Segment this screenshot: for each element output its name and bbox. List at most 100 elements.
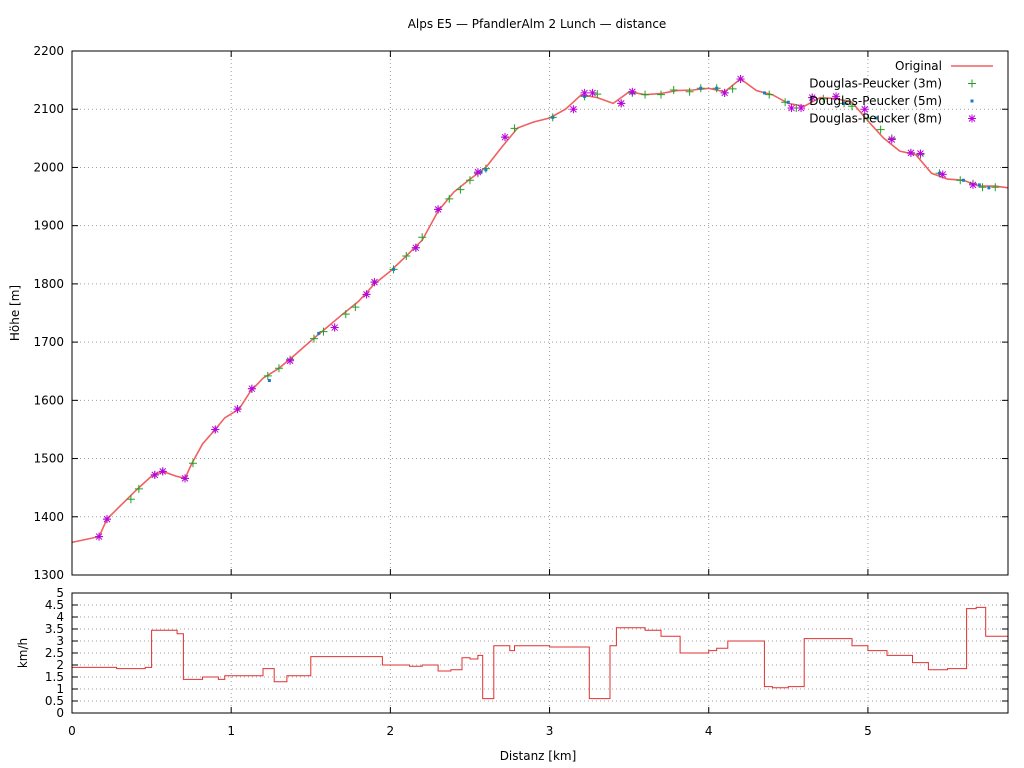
speed-y-tick-label: 2 xyxy=(56,658,64,672)
elevation-y-tick-label: 2200 xyxy=(33,44,64,58)
speed-y-tick-label: 5 xyxy=(56,586,64,600)
elevation-panel: 1300 1400 1500 1600 1700 1800 1900 2000 2100 2200… xyxy=(8,44,1009,582)
elevation-y-tick-label: 1600 xyxy=(33,393,64,407)
dp3-point xyxy=(351,303,360,312)
speed-step-line xyxy=(72,606,1009,713)
dp3-point xyxy=(445,194,454,203)
legend-entry-label: Douglas-Peucker (3m) xyxy=(809,77,942,91)
dp3-point xyxy=(641,90,650,99)
dp3-point xyxy=(126,495,135,504)
dp8-point xyxy=(95,532,104,541)
speed-panel: 00.511.522.533.544.550 1 2 3 4 5 km/h Distanz… xyxy=(16,586,1009,763)
dp3-point xyxy=(968,79,976,88)
dp3-point xyxy=(134,484,143,493)
speed-axis-ticks: 00.511.522.533.544.550 1 2 3 4 5 xyxy=(45,586,1008,738)
x-tick-label: 2 xyxy=(387,724,395,738)
dp3-point xyxy=(341,310,350,319)
dp5-point xyxy=(267,379,271,383)
dp8-point xyxy=(330,323,339,332)
x-tick-label: 3 xyxy=(546,724,554,738)
x-tick-label: 5 xyxy=(864,724,872,738)
dp8-point xyxy=(968,180,977,189)
dp8-point xyxy=(150,470,159,479)
dp5-point xyxy=(961,178,965,182)
dp8-point xyxy=(362,290,371,299)
speed-y-tick-label: 0.5 xyxy=(45,694,64,708)
speed-y-tick-label: 1 xyxy=(56,682,64,696)
dp3-point xyxy=(510,124,519,133)
dp3-point xyxy=(188,459,197,468)
dp3-point xyxy=(863,113,872,122)
dp5-point xyxy=(699,86,703,90)
dp3-point xyxy=(465,176,474,185)
elevation-y-tick-label: 1900 xyxy=(33,219,64,233)
speed-y-tick-label: 0 xyxy=(56,706,64,720)
dp3-point xyxy=(263,371,272,380)
dp8-point xyxy=(968,114,976,123)
dp8-point xyxy=(617,99,626,108)
dp8-point xyxy=(370,278,379,287)
dp5-point xyxy=(715,86,719,90)
dp5-point xyxy=(970,99,974,103)
dp3-point xyxy=(848,102,856,111)
speed-series-layer xyxy=(72,606,1009,713)
dp5-point xyxy=(842,101,846,105)
speed-y-tick-label: 1.5 xyxy=(45,670,64,684)
dp8-point xyxy=(720,88,729,97)
dp5-point xyxy=(938,171,942,175)
dp3-point xyxy=(456,185,465,194)
dp8-point xyxy=(181,474,190,483)
elevation-y-tick-label: 1300 xyxy=(33,568,64,582)
elevation-line-original xyxy=(71,77,1009,544)
series-star-markers xyxy=(95,74,977,541)
speed-y-axis-label: km/h xyxy=(16,638,30,668)
elevation-plot-frame xyxy=(71,50,1009,576)
dp8-point xyxy=(569,105,578,114)
speed-y-tick-label: 3.5 xyxy=(45,622,64,636)
dp8-point xyxy=(411,243,420,252)
dp5-point xyxy=(786,100,790,104)
dp8-point xyxy=(211,425,220,434)
dp5-point xyxy=(977,183,981,187)
dp3-point xyxy=(991,183,1000,192)
dp8-point xyxy=(736,74,745,83)
speed-grid xyxy=(72,593,1008,713)
dp3-point xyxy=(819,94,828,103)
dp5-point xyxy=(484,168,488,172)
dp3-point xyxy=(402,251,411,260)
speed-y-tick-label: 4 xyxy=(56,610,64,624)
x-tick-label: 0 xyxy=(68,724,76,738)
dp8-point xyxy=(832,92,841,101)
dp8-point xyxy=(580,88,589,97)
x-axis-label: Distanz [km] xyxy=(500,749,577,763)
dp8-point xyxy=(434,205,443,214)
legend-entry-label: Original xyxy=(895,59,942,73)
dp3-point xyxy=(274,364,283,373)
dp5-point xyxy=(874,116,878,120)
x-tick-label: 4 xyxy=(705,724,713,738)
dp8-point xyxy=(808,93,817,102)
speed-y-tick-label: 2.5 xyxy=(45,646,64,660)
dp5-point xyxy=(987,186,991,190)
dp3-point xyxy=(593,90,602,99)
dp8-point xyxy=(938,170,947,179)
dp5-point xyxy=(551,115,555,119)
dp8-point xyxy=(158,467,167,476)
dp8-point xyxy=(887,135,896,144)
dp8-point xyxy=(247,384,256,393)
dp3-point xyxy=(669,86,678,95)
legend-entry-label: Douglas-Peucker (8m) xyxy=(809,112,942,126)
elevation-y-tick-label: 1800 xyxy=(33,277,64,291)
dp3-point xyxy=(309,334,318,343)
dp5-point xyxy=(317,331,321,335)
elevation-y-axis-label: Höhe [m] xyxy=(8,285,22,341)
dp8-point xyxy=(588,88,597,97)
dp8-point xyxy=(473,168,482,177)
elevation-y-tick-label: 1500 xyxy=(33,452,64,466)
x-tick-label: 1 xyxy=(227,724,235,738)
dp3-point xyxy=(418,233,427,242)
dp8-point xyxy=(787,104,796,113)
dp3-point xyxy=(978,183,987,192)
dp3-point xyxy=(765,90,774,99)
dp8-point xyxy=(860,105,869,114)
